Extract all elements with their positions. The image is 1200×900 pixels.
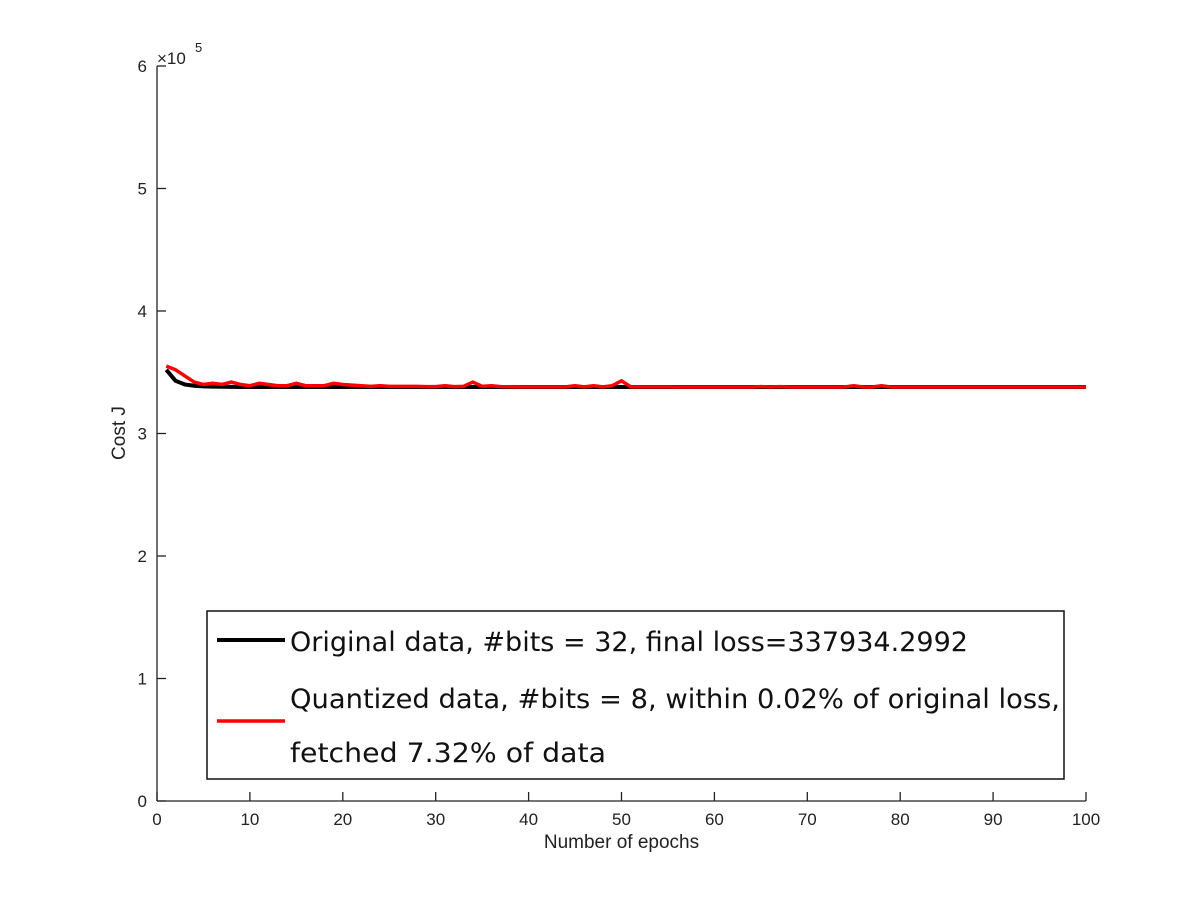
x-tick-label: 20 xyxy=(333,810,352,829)
y-axis-label: Cost J xyxy=(109,406,130,460)
y-tick-label: 4 xyxy=(138,302,147,321)
y-tick-label: 6 xyxy=(138,57,147,76)
x-tick-label: 40 xyxy=(519,810,538,829)
x-axis-label: Number of epochs xyxy=(544,832,699,853)
y-tick-label: 1 xyxy=(138,670,147,689)
legend-label-quantized-line2: fetched 7.32% of data xyxy=(290,738,606,769)
series-line-quantized xyxy=(165,364,1086,389)
x-tick-label: 30 xyxy=(426,810,445,829)
x-tick-label: 80 xyxy=(891,810,910,829)
axes-layer: 0 10 20 30 40 50 60 70 80 90 100 0 1 2 3 4 5 6 ×10 5 Number … xyxy=(109,40,1100,853)
y-tick-label: 2 xyxy=(138,547,147,566)
series-layer xyxy=(164,364,1086,389)
legend-label-quantized-line1: Quantized data, #bits = 8, within 0.02% … xyxy=(290,684,1060,715)
x-tick-label: 0 xyxy=(152,810,161,829)
x-tick-label: 60 xyxy=(705,810,724,829)
y-tick-label: 5 xyxy=(138,180,147,199)
y-tick-label: 0 xyxy=(138,792,147,811)
y-tick-label: 3 xyxy=(138,425,147,444)
legend-label-original: Original data, #bits = 32, final loss=33… xyxy=(290,627,968,658)
x-tick-label: 100 xyxy=(1072,810,1100,829)
y-exponent-label: ×10 5 xyxy=(157,40,202,68)
y-exponent-base: ×10 xyxy=(157,49,186,68)
x-tick-label: 50 xyxy=(612,810,631,829)
y-exponent-power: 5 xyxy=(195,40,202,55)
legend: Original data, #bits = 32, final loss=33… xyxy=(206,610,1065,780)
legend-box xyxy=(206,610,1065,780)
x-tick-label: 10 xyxy=(240,810,259,829)
x-tick-label: 70 xyxy=(798,810,817,829)
x-tick-label: 90 xyxy=(984,810,1003,829)
